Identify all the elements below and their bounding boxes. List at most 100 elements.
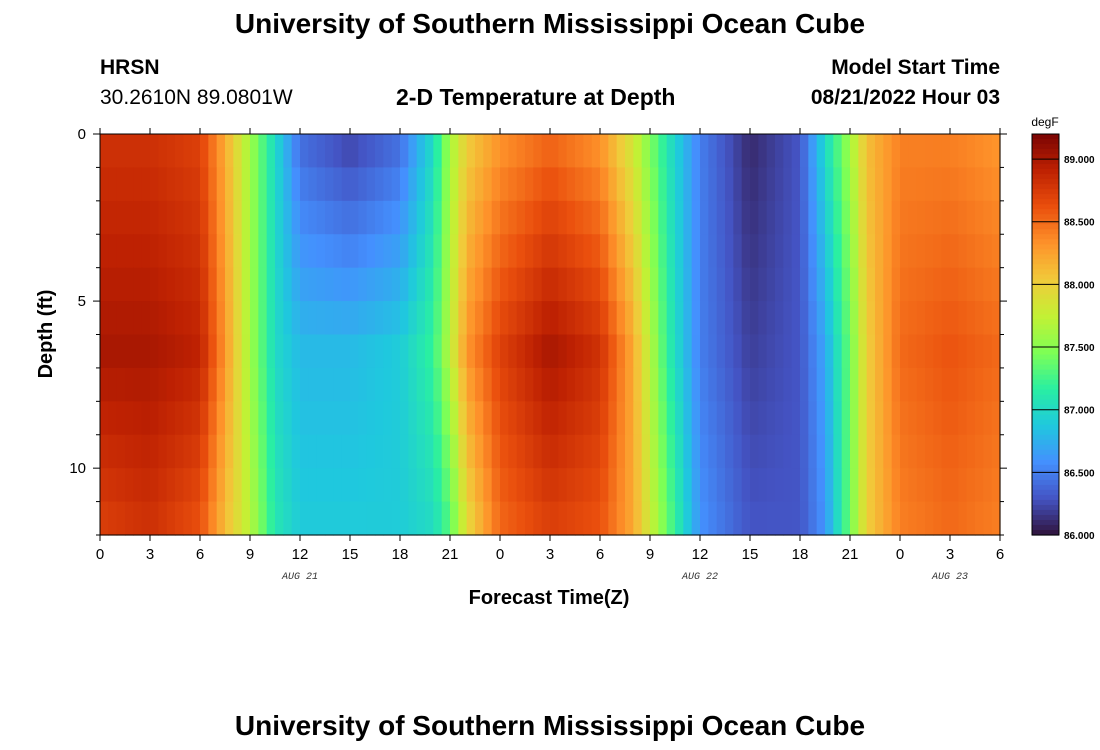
heatmap-cell <box>816 267 826 302</box>
heatmap-cell <box>691 200 701 235</box>
heatmap-cell <box>266 200 276 235</box>
heatmap-cell <box>975 234 984 269</box>
heatmap-cell <box>933 267 943 302</box>
heatmap-cell <box>166 468 176 503</box>
heatmap-cell <box>466 200 476 235</box>
heatmap-cell <box>841 367 851 402</box>
heatmap-cell <box>441 200 451 235</box>
heatmap-cell <box>358 234 368 269</box>
heatmap-cell <box>925 468 934 503</box>
colorbar-swatch <box>1032 324 1059 331</box>
heatmap-cell <box>291 434 301 469</box>
heatmap-cell <box>541 334 551 369</box>
heatmap-cell <box>241 367 251 402</box>
heatmap-cell <box>441 134 451 169</box>
heatmap-cell <box>591 200 601 235</box>
heatmap-cell <box>450 501 459 536</box>
heatmap-cell <box>916 468 926 503</box>
colorbar-swatch <box>1032 389 1059 396</box>
heatmap-cell <box>875 267 884 302</box>
heatmap-cell <box>175 267 184 302</box>
heatmap-cell <box>675 301 684 336</box>
heatmap-cell <box>225 267 234 302</box>
heatmap-cell <box>883 234 893 269</box>
heatmap-cell <box>150 267 159 302</box>
heatmap-cell <box>525 167 534 202</box>
heatmap-cell <box>450 434 459 469</box>
heatmap-cell <box>775 434 784 469</box>
heatmap-cell <box>116 334 126 369</box>
heatmap-cell <box>366 434 376 469</box>
heatmap-cell <box>200 434 209 469</box>
heatmap-cell <box>733 468 743 503</box>
heatmap-cell <box>925 367 934 402</box>
heatmap-cell <box>925 234 934 269</box>
heatmap-cell <box>600 434 609 469</box>
footer-title: University of Southern Mississippi Ocean… <box>234 710 866 741</box>
heatmap-cell <box>825 267 834 302</box>
heatmap-cell <box>358 267 368 302</box>
heatmap-cell <box>541 134 551 169</box>
heatmap-cell <box>716 434 726 469</box>
heatmap-cell <box>583 434 593 469</box>
heatmap-cell <box>725 200 734 235</box>
heatmap-cell <box>266 334 276 369</box>
heatmap-cell <box>608 367 618 402</box>
heatmap-cell <box>175 401 184 436</box>
heatmap-cell <box>450 234 459 269</box>
heatmap-cell <box>775 367 784 402</box>
x-date-label: AUG 23 <box>931 572 968 583</box>
heatmap-cell <box>800 234 809 269</box>
heatmap-cell <box>916 234 926 269</box>
heatmap-cell <box>925 134 934 169</box>
heatmap-cell <box>908 167 918 202</box>
colorbar-swatch <box>1032 354 1059 361</box>
heatmap-cell <box>566 334 576 369</box>
heatmap-cell <box>416 167 426 202</box>
heatmap-cell <box>683 134 693 169</box>
heatmap-cell <box>816 301 826 336</box>
heatmap-cell <box>533 134 543 169</box>
colorbar-swatch <box>1032 144 1059 150</box>
heatmap-cell <box>925 267 934 302</box>
heatmap-cell <box>133 200 143 235</box>
heatmap-cell <box>191 234 201 269</box>
heatmap-cell <box>441 267 451 302</box>
heatmap-cell <box>866 134 876 169</box>
heatmap-cell <box>125 334 134 369</box>
heatmap-cell <box>166 367 176 402</box>
heatmap-cell <box>708 334 718 369</box>
heatmap-cell <box>741 234 751 269</box>
heatmap-cell <box>816 167 826 202</box>
colorbar-tick-label: 87.000 <box>1064 406 1095 417</box>
heatmap-cell <box>925 301 934 336</box>
heatmap-cell <box>408 334 418 369</box>
heatmap-cell <box>833 401 843 436</box>
heatmap-cell <box>250 134 259 169</box>
heatmap-cell <box>858 167 868 202</box>
heatmap-cell <box>400 401 409 436</box>
heatmap-cell <box>658 134 668 169</box>
heatmap-cell <box>516 501 526 536</box>
heatmap-cell <box>725 367 734 402</box>
heatmap-cell <box>625 267 634 302</box>
heatmap-cell <box>858 434 868 469</box>
heatmap-cell <box>516 401 526 436</box>
heatmap-cell <box>583 301 593 336</box>
heatmap-cell <box>241 134 251 169</box>
heatmap-cell <box>200 134 209 169</box>
heatmap-cell <box>391 501 401 536</box>
heatmap-cell <box>391 200 401 235</box>
heatmap-cell <box>383 434 393 469</box>
heatmap-cell <box>375 367 384 402</box>
heatmap-cell <box>216 234 226 269</box>
heatmap-cell <box>158 167 168 202</box>
heatmap-cell <box>683 301 693 336</box>
heatmap-cell <box>183 301 193 336</box>
heatmap-cell <box>641 468 651 503</box>
heatmap-cell <box>458 301 468 336</box>
heatmap-cell <box>175 200 184 235</box>
colorbar-swatch <box>1032 424 1059 431</box>
heatmap-cell <box>358 468 368 503</box>
heatmap-cell <box>100 501 109 536</box>
